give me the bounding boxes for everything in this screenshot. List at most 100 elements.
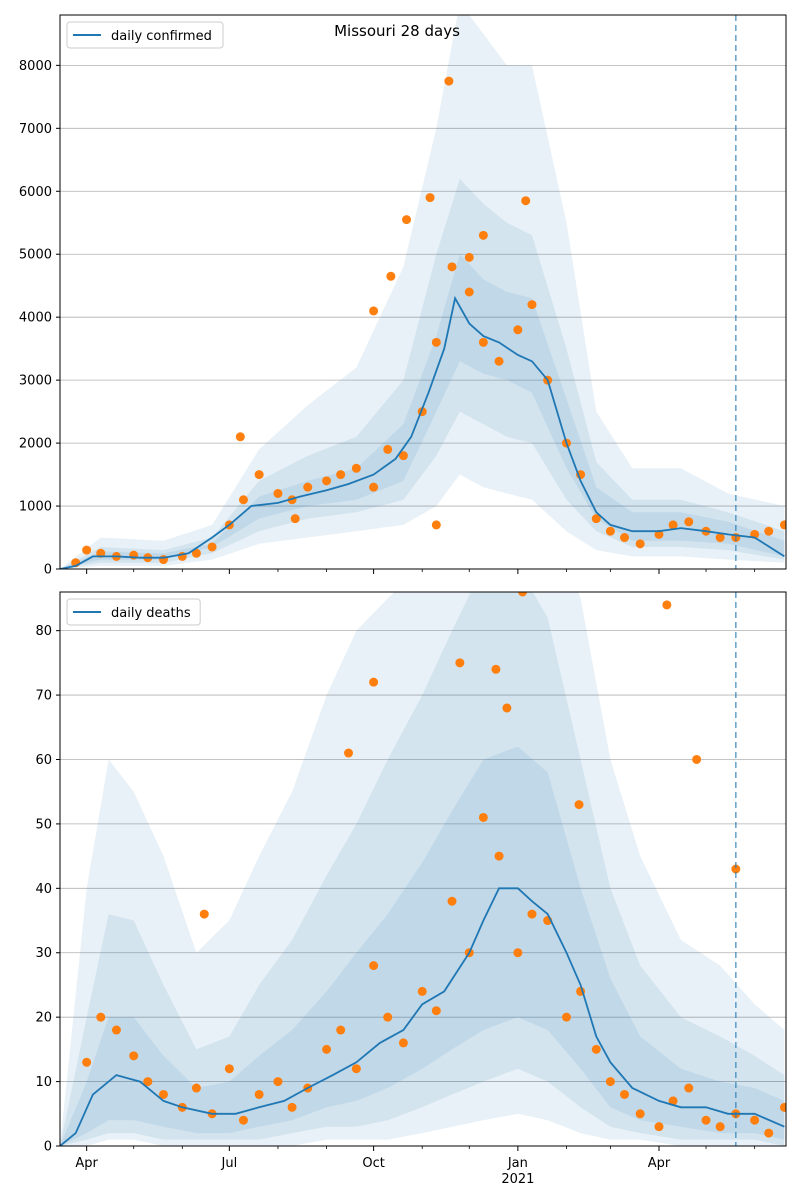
deaths-observed-point [518,592,528,597]
confirmed-observed-point [668,520,678,530]
deaths-observed-point [224,1064,234,1074]
confirmed-observed-point [369,482,379,492]
deaths-observed-point [491,664,501,674]
deaths-ytick-label: 80 [35,624,52,639]
confirmed-observed-point [527,300,537,310]
deaths-band-2 [60,592,785,1146]
deaths-observed-point [561,1012,571,1022]
deaths-observed-point [502,703,512,713]
deaths-observed-point [111,1025,121,1035]
deaths-observed-point [344,748,354,758]
confirmed-ytick-label: 7000 [19,122,52,137]
deaths-legend: daily deaths [66,598,201,626]
confirmed-observed-point [715,533,725,543]
confirmed-ytick-label: 2000 [19,437,52,452]
confirmed-legend: daily confirmed [66,21,224,49]
deaths-observed-point [383,1012,393,1022]
deaths-observed-point [129,1051,139,1061]
confirmed-observed-point [619,533,629,543]
deaths-observed-point [369,961,379,971]
deaths-legend-label: daily deaths [111,606,191,621]
deaths-observed-point [336,1025,346,1035]
deaths-observed-point [273,1077,283,1087]
confirmed-panel: 0 1000 2000 3000 4000 5000 6000 7000 8000 daily c… [19,14,787,578]
deaths-ytick-label: 0 [44,1140,52,1155]
deaths-observed-point [494,851,504,861]
confirmed-observed-point [398,451,408,461]
deaths-xtick-label: Jan [507,1156,528,1171]
deaths-legend-box [66,598,201,626]
deaths-observed-point [731,864,741,874]
deaths-observed-point [527,909,537,919]
confirmed-observed-point [654,529,664,539]
confirmed-observed-point [336,470,346,480]
deaths-observed-point [654,1122,664,1132]
confirmed-observed-point [238,495,248,505]
confirmed-observed-point [464,252,474,262]
confirmed-observed-point [431,520,441,530]
deaths-observed-point [96,1012,106,1022]
deaths-observed-point [668,1096,678,1106]
deaths-observed-point [574,800,584,810]
deaths-observed-point [191,1083,201,1093]
deaths-xtick-label: Jul [221,1156,238,1171]
deaths-ytick-label: 30 [35,946,52,961]
confirmed-legend-box [66,21,224,49]
confirmed-observed-point [764,526,774,536]
confirmed-ytick-label: 1000 [19,500,52,515]
deaths-observed-point [199,909,209,919]
deaths-band-1 [60,592,785,1146]
deaths-observed-point [143,1077,153,1087]
deaths-observed-point [619,1089,629,1099]
deaths-ytick-label: 50 [35,817,52,832]
deaths-ytick-label: 60 [35,753,52,768]
deaths-observed-point [750,1115,760,1125]
confirmed-observed-point [605,526,615,536]
deaths-model-line [60,887,785,1146]
deaths-observed-point [692,754,702,764]
confirmed-observed-point [386,271,396,281]
deaths-observed-point [591,1044,601,1054]
confirmed-observed-point [494,356,504,366]
deaths-xtick-label: Apr [75,1156,98,1171]
deaths-observed-point [82,1057,92,1067]
confirmed-axes-frame [59,14,787,570]
confirmed-observed-point [779,520,786,530]
deaths-ytick-label: 10 [35,1075,52,1090]
confirmed-ytick-label: 3000 [19,374,52,389]
deaths-ytick-label: 40 [35,882,52,897]
confirmed-observed-point [322,476,332,486]
deaths-observed-point [431,1006,441,1016]
confirmed-observed-point [425,193,435,203]
confirmed-observed-point [444,76,454,86]
deaths-observed-point [351,1064,361,1074]
deaths-observed-point [701,1115,711,1125]
confirmed-observed-point [303,482,313,492]
confirmed-observed-point [290,514,300,524]
confirmed-observed-point [521,196,531,206]
deaths-observed-point [513,948,523,958]
confirmed-ytick-label: 5000 [19,248,52,263]
confirmed-observed-point [513,325,523,335]
confirmed-observed-point [684,517,694,527]
confirmed-observed-point [383,444,393,454]
confirmed-observed-point [273,488,283,498]
deaths-observed-point [158,1089,168,1099]
confirmed-band-2 [60,178,785,569]
deaths-observed-point [635,1109,645,1119]
confirmed-observed-point [82,545,92,555]
figure-title: Missouri 28 days [334,22,460,40]
confirmed-ytick-label: 4000 [19,311,52,326]
deaths-observed-point [417,986,427,996]
confirmed-ytick-label: 8000 [19,59,52,74]
confirmed-observed-point [207,542,217,552]
deaths-ytick-label: 70 [35,689,52,704]
deaths-observed-point [715,1122,725,1132]
deaths-observed-point [764,1128,774,1138]
confirmed-band-1 [60,15,785,569]
deaths-xtick-label: Oct [362,1156,384,1171]
deaths-observed-point [398,1038,408,1048]
confirmed-model-line [60,295,785,569]
deaths-observed-point [779,1102,786,1112]
